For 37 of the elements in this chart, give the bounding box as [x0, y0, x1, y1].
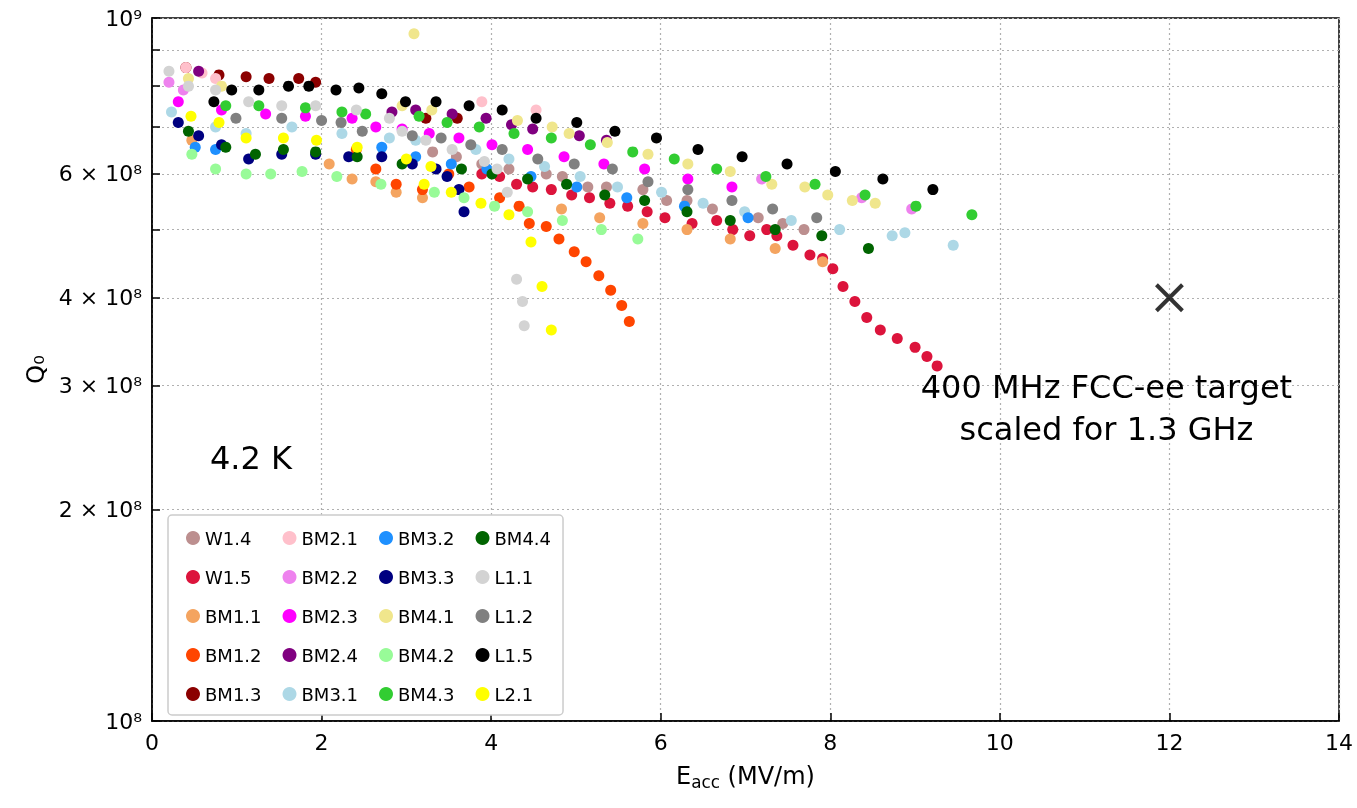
legend-label: BM1.1 [205, 605, 262, 627]
legend-label: BM2.2 [301, 566, 359, 588]
y-tick-label: 10⁸ [105, 708, 143, 734]
x-tick-label: 12 [1155, 729, 1184, 755]
legend-label: W1.4 [205, 527, 252, 549]
x-tick-label: 2 [314, 729, 329, 755]
legend-label: L1.2 [494, 605, 534, 627]
annotation: 4.2 K [210, 439, 294, 477]
legend-label: L1.5 [494, 644, 534, 666]
y-tick-label: 3 × 10⁸ [58, 373, 143, 399]
x-tick-label: 10 [985, 729, 1014, 755]
legend-label: BM4.2 [398, 644, 455, 666]
legend-label: BM4.1 [398, 605, 455, 627]
annotation: 400 MHz FCC-ee target scaled for 1.3 GHz [920, 367, 1293, 448]
legend-label: BM3.3 [398, 566, 455, 588]
legend-label: BM4.4 [494, 527, 552, 549]
legend-label: L2.1 [494, 683, 534, 705]
y-tick-label: 4 × 10⁸ [58, 285, 143, 311]
legend-label: BM3.2 [398, 527, 455, 549]
y-tick-label: 2 × 10⁸ [58, 496, 143, 522]
legend-label: BM2.4 [301, 644, 359, 666]
legend-label: BM2.3 [301, 605, 359, 627]
x-tick-label: 0 [145, 729, 159, 755]
legend-label: BM1.3 [205, 683, 262, 705]
legend-label: BM2.1 [301, 527, 359, 549]
y-tick-label: 6 × 10⁸ [58, 161, 143, 187]
x-tick-label: 6 [653, 729, 668, 755]
x-tick-label: 14 [1325, 729, 1353, 755]
y-axis-title: Q₀ [21, 355, 50, 384]
legend-label: W1.5 [205, 566, 252, 588]
legend-label: BM1.2 [205, 644, 262, 666]
legend-label: BM4.3 [398, 683, 455, 705]
legend-label: BM3.1 [301, 683, 359, 705]
y-tick-label: 10⁹ [105, 5, 142, 31]
x-tick-label: 8 [823, 729, 838, 755]
legend-label: L1.1 [494, 566, 534, 588]
x-tick-label: 4 [484, 729, 499, 755]
